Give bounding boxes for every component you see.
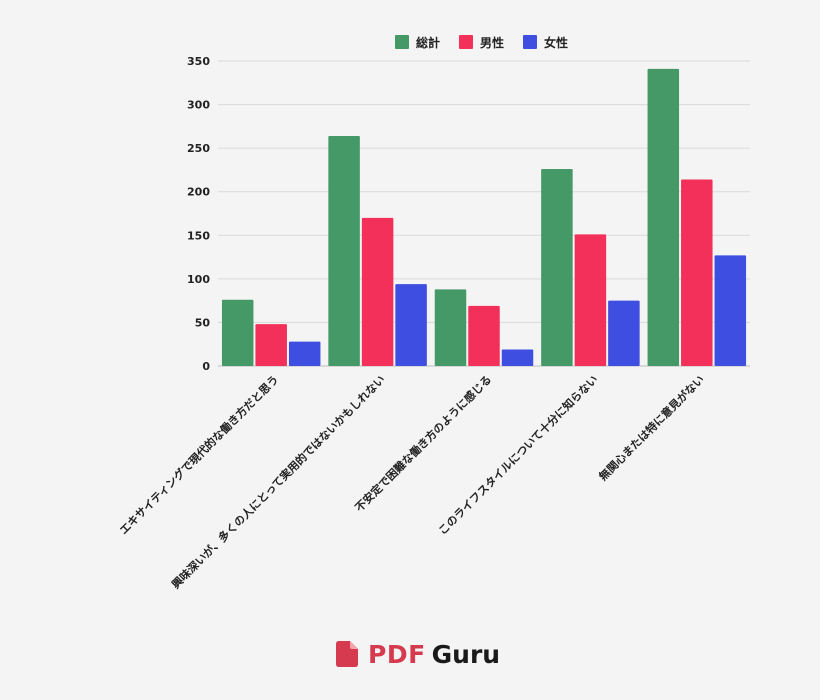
bar-total-2 — [328, 135, 360, 366]
bar-female-3 — [501, 349, 534, 366]
legend-swatch-male — [459, 35, 473, 49]
y-tick-label: 150 — [187, 229, 210, 242]
legend-label-female: 女性 — [544, 35, 568, 50]
brand-pdf-text: PDF — [368, 639, 426, 669]
bars — [221, 68, 747, 366]
bar-total-1 — [221, 299, 254, 366]
brand-guru-text: Guru — [431, 639, 501, 669]
y-tick-label: 50 — [195, 316, 211, 329]
bar-male-5 — [681, 179, 713, 366]
y-tick-label: 350 — [187, 55, 210, 68]
y-tick-label: 250 — [187, 142, 210, 155]
document-icon — [336, 641, 358, 667]
bar-female-5 — [714, 255, 747, 366]
bar-female-4 — [608, 300, 640, 366]
bar-total-5 — [647, 68, 680, 366]
y-axis: 0 50 100 150 200 250 300 350 — [187, 55, 210, 373]
legend: 総計 男性 女性 — [395, 35, 568, 50]
legend-swatch-female — [523, 35, 537, 49]
bar-male-1 — [255, 324, 287, 366]
bar-chart: 総計 男性 女性 0 50 100 150 200 250 300 350 エキサイティングで現代… — [116, 35, 750, 591]
bar-female-2 — [395, 284, 427, 366]
x-axis: エキサイティングで現代的な働き方だと思う興味深いが、多くの人にとって実用的ではな… — [116, 372, 706, 591]
legend-label-male: 男性 — [480, 35, 504, 50]
bar-male-4 — [574, 234, 607, 366]
bar-male-3 — [468, 305, 500, 366]
bar-total-4 — [541, 169, 573, 366]
y-tick-label: 0 — [202, 360, 210, 373]
y-tick-label: 100 — [187, 273, 210, 286]
grid — [218, 60, 750, 367]
bar-total-3 — [434, 289, 467, 366]
legend-label-total: 総計 — [416, 35, 440, 50]
y-tick-label: 300 — [187, 99, 210, 112]
legend-swatch-total — [395, 35, 409, 49]
bar-male-2 — [361, 217, 394, 366]
x-category-label: 興味深いが、多くの人にとって実用的ではないかもしれない — [169, 372, 388, 591]
x-category-label: 無関心または特に意見がない — [596, 372, 707, 483]
bar-female-1 — [288, 341, 321, 366]
brand-logo: PDF Guru — [336, 636, 500, 672]
y-tick-label: 200 — [187, 186, 210, 199]
